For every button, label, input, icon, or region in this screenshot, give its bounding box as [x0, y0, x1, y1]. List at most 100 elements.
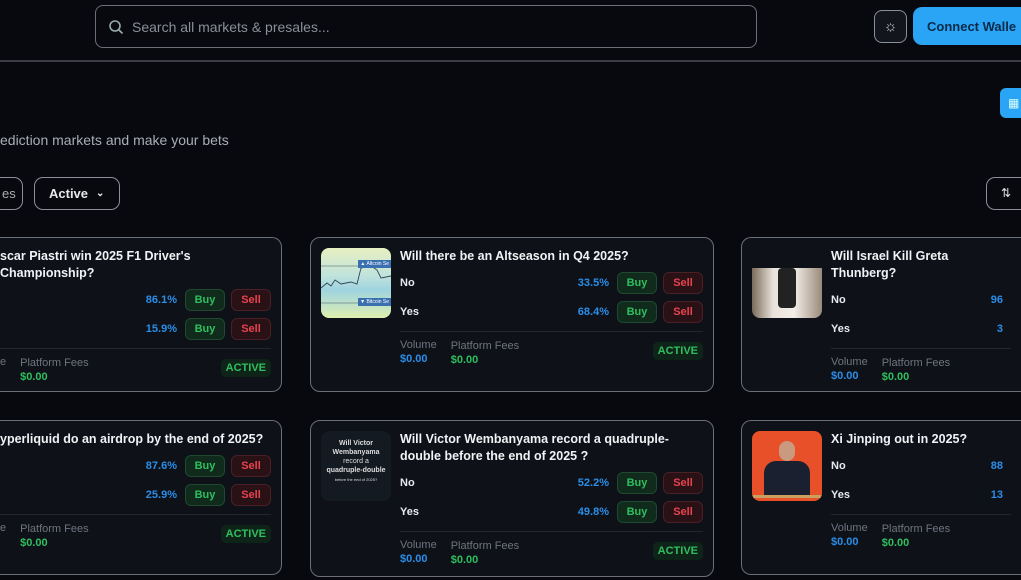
market-card[interactable]: Will Israel Kill Greta Thunberg? No 96 Yes 3… — [741, 237, 1021, 392]
outcome-label: No — [831, 293, 846, 306]
volume-value: $0.00 — [400, 353, 428, 365]
sell-button[interactable]: Sell — [231, 288, 271, 311]
outcome-row: No 52.2% Buy Sell — [400, 471, 703, 494]
status-filter-dropdown[interactable]: Active ⌄ — [34, 177, 120, 210]
fees-label: Platform Fees — [881, 357, 951, 369]
fees-label: Platform Fees — [881, 523, 951, 535]
outcome-row: Yes 68.4% Buy Sell — [400, 300, 703, 323]
outcome-row: 87.6% Buy Sell — [0, 454, 271, 477]
outcome-row: 15.9% Buy Sell — [0, 317, 271, 340]
outcome-label: No — [400, 276, 415, 289]
outcome-percent: 87.6% — [145, 459, 177, 472]
buy-button[interactable]: Buy — [617, 500, 657, 523]
buy-button[interactable]: Buy — [185, 454, 225, 477]
divider — [831, 514, 1011, 515]
buy-button[interactable]: Buy — [185, 483, 225, 506]
connect-wallet-button[interactable]: Connect Walle — [913, 7, 1021, 45]
buy-button[interactable]: Buy — [617, 300, 657, 323]
category-filter-label: es — [2, 186, 16, 201]
status-filter-label: Active — [49, 186, 89, 201]
market-thumbnail: ▲ Altcoin Se ▼ Bitcoin Se — [321, 248, 391, 318]
outcome-row: 86.1% Buy Sell — [0, 288, 271, 311]
fees-stat: Platform Fees $0.00 — [882, 523, 950, 549]
volume-stat: Volume $0.00 — [831, 522, 868, 549]
volume-value: $0.00 — [400, 553, 428, 565]
fees-stat: Platform Fees $0.00 — [451, 540, 519, 566]
sell-button[interactable]: Sell — [663, 271, 703, 294]
market-card[interactable]: Will Victor Wembanyama record a quadruple-… — [310, 420, 714, 577]
sell-button[interactable]: Sell — [663, 500, 703, 523]
sun-icon: ☼ — [883, 18, 898, 35]
divider — [831, 348, 1011, 349]
market-title[interactable]: Xi Jinping out in 2025? — [831, 432, 968, 446]
outcome-label: No — [400, 476, 415, 489]
volume-label: Volume — [400, 539, 437, 551]
top-bar: ☼ Connect Walle — [0, 0, 1021, 62]
status-badge: ACTIVE — [220, 359, 271, 377]
thumb-label: before the end of 2025? — [334, 477, 378, 482]
market-card[interactable]: ▲ Altcoin Se ▼ Bitcoin Se Will there be an… — [310, 237, 714, 392]
outcome-row: No 96 — [831, 288, 1011, 311]
outcome-percent: 13 — [990, 488, 1003, 501]
market-title[interactable]: Will Israel Kill Greta Thunberg? — [831, 249, 949, 280]
market-thumbnail — [752, 431, 822, 501]
sort-button[interactable]: ⇅ — [986, 177, 1021, 210]
sell-button[interactable]: Sell — [231, 317, 271, 340]
divider — [400, 531, 703, 532]
outcome-label: Yes — [400, 305, 419, 318]
outcome-percent: 68.4% — [577, 305, 609, 318]
market-title[interactable]: Will Victor Wembanyama record a quadrupl… — [400, 432, 669, 463]
fees-label: Platform Fees — [20, 357, 89, 369]
thumb-label: record a — [343, 458, 369, 465]
sell-button[interactable]: Sell — [663, 471, 703, 494]
fees-value: $0.00 — [881, 537, 910, 549]
category-filter[interactable]: es — [0, 177, 23, 210]
status-badge: ACTIVE — [652, 542, 703, 560]
buy-button[interactable]: Buy — [185, 317, 225, 340]
outcome-row: 25.9% Buy Sell — [0, 483, 271, 506]
sort-icon: ⇅ — [1001, 186, 1012, 200]
outcome-row: Yes 13 — [831, 483, 1011, 506]
altseason-chart-thumbnail: ▲ Altcoin Se ▼ Bitcoin Se — [321, 248, 391, 318]
sell-button[interactable]: Sell — [231, 483, 271, 506]
sell-button[interactable]: Sell — [231, 454, 271, 477]
buy-button[interactable]: Buy — [185, 288, 225, 311]
fees-label: Platform Fees — [450, 340, 520, 352]
outcome-label: Yes — [831, 488, 850, 501]
market-card[interactable]: scar Piastri win 2025 F1 Driver's Champi… — [0, 237, 282, 392]
search-icon — [109, 19, 124, 34]
xi-jinping-photo — [752, 431, 822, 501]
search-bar[interactable] — [95, 5, 757, 48]
outcome-percent: 86.1% — [145, 293, 177, 306]
buy-button[interactable]: Buy — [617, 471, 657, 494]
fees-label: Platform Fees — [450, 540, 520, 552]
fees-value: $0.00 — [20, 537, 48, 549]
divider — [400, 331, 703, 332]
theme-toggle-button[interactable]: ☼ — [874, 10, 907, 43]
market-card[interactable]: yperliquid do an airdrop by the end of 2… — [0, 420, 282, 575]
outcome-percent: 3 — [996, 322, 1003, 335]
thumb-label: Will Victor Wembanyama — [332, 440, 380, 456]
fees-stat: Platform Fees $0.00 — [20, 357, 88, 383]
outcome-percent: 25.9% — [145, 488, 177, 501]
volume-label: Volume — [400, 339, 437, 351]
market-title[interactable]: scar Piastri win 2025 F1 Driver's Champi… — [0, 249, 191, 280]
market-title[interactable]: Will there be an Altseason in Q4 2025? — [400, 249, 629, 263]
search-input[interactable] — [132, 18, 712, 35]
thumb-label: ▲ Altcoin Se — [358, 260, 391, 268]
fees-label: Platform Fees — [20, 523, 89, 535]
page-subtitle: ediction markets and make your bets — [0, 132, 229, 148]
grid-view-button[interactable]: ▦ — [1000, 88, 1021, 118]
market-title[interactable]: yperliquid do an airdrop by the end of 2… — [0, 432, 264, 446]
buy-button[interactable]: Buy — [617, 271, 657, 294]
volume-label: e — [0, 522, 7, 534]
greta-photo — [752, 268, 822, 318]
fees-value: $0.00 — [450, 554, 479, 566]
outcome-row: No 88 — [831, 454, 1011, 477]
sell-button[interactable]: Sell — [663, 300, 703, 323]
market-card[interactable]: Xi Jinping out in 2025? No 88 Yes 13 Volume $0… — [741, 420, 1021, 575]
status-badge: ACTIVE — [652, 342, 703, 360]
volume-label: Volume — [831, 522, 868, 534]
divider — [0, 514, 271, 515]
market-thumbnail: Will Victor Wembanyama record a quadruple-… — [321, 431, 391, 501]
